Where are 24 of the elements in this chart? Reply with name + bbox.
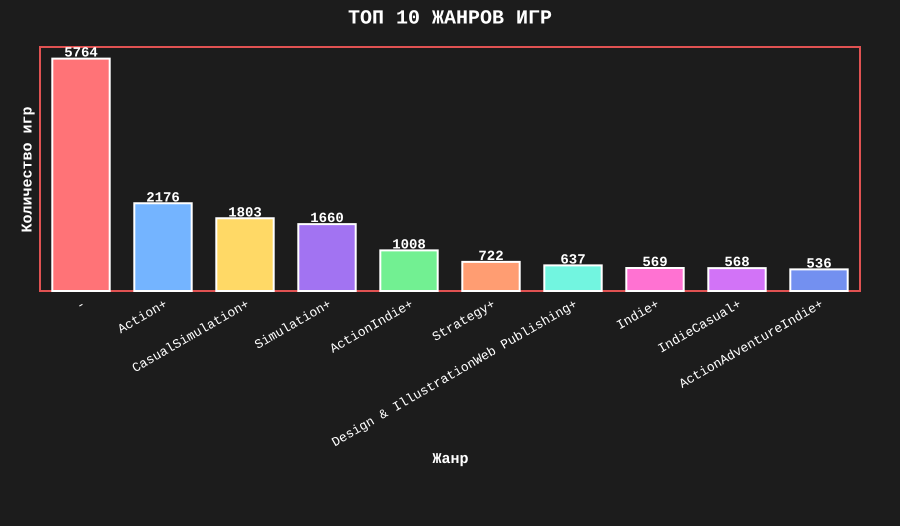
bar — [543, 264, 603, 292]
bar — [297, 223, 357, 292]
data-label: 1008 — [392, 237, 426, 254]
data-label: 569 — [642, 255, 668, 272]
x-tick-label: - — [74, 296, 88, 314]
data-label: 637 — [560, 252, 586, 268]
bar — [215, 217, 275, 292]
data-label: 568 — [724, 255, 750, 272]
chart-title: ТОП 10 ЖАНРОВ ИГР — [348, 8, 552, 31]
data-label: 536 — [806, 256, 832, 272]
x-axis-title: Жанр — [432, 451, 469, 468]
bar — [789, 268, 849, 292]
data-label: 722 — [478, 248, 504, 265]
data-label: 2176 — [146, 190, 180, 206]
bar — [133, 202, 193, 292]
y-axis-title: Количество игр — [20, 106, 36, 233]
data-label: 1660 — [310, 211, 344, 228]
bar — [461, 260, 521, 292]
data-label: 5764 — [64, 46, 98, 62]
bar — [625, 267, 685, 292]
bar — [379, 249, 439, 292]
data-label: 1803 — [228, 205, 262, 222]
bar — [51, 58, 111, 292]
bar — [707, 267, 767, 292]
